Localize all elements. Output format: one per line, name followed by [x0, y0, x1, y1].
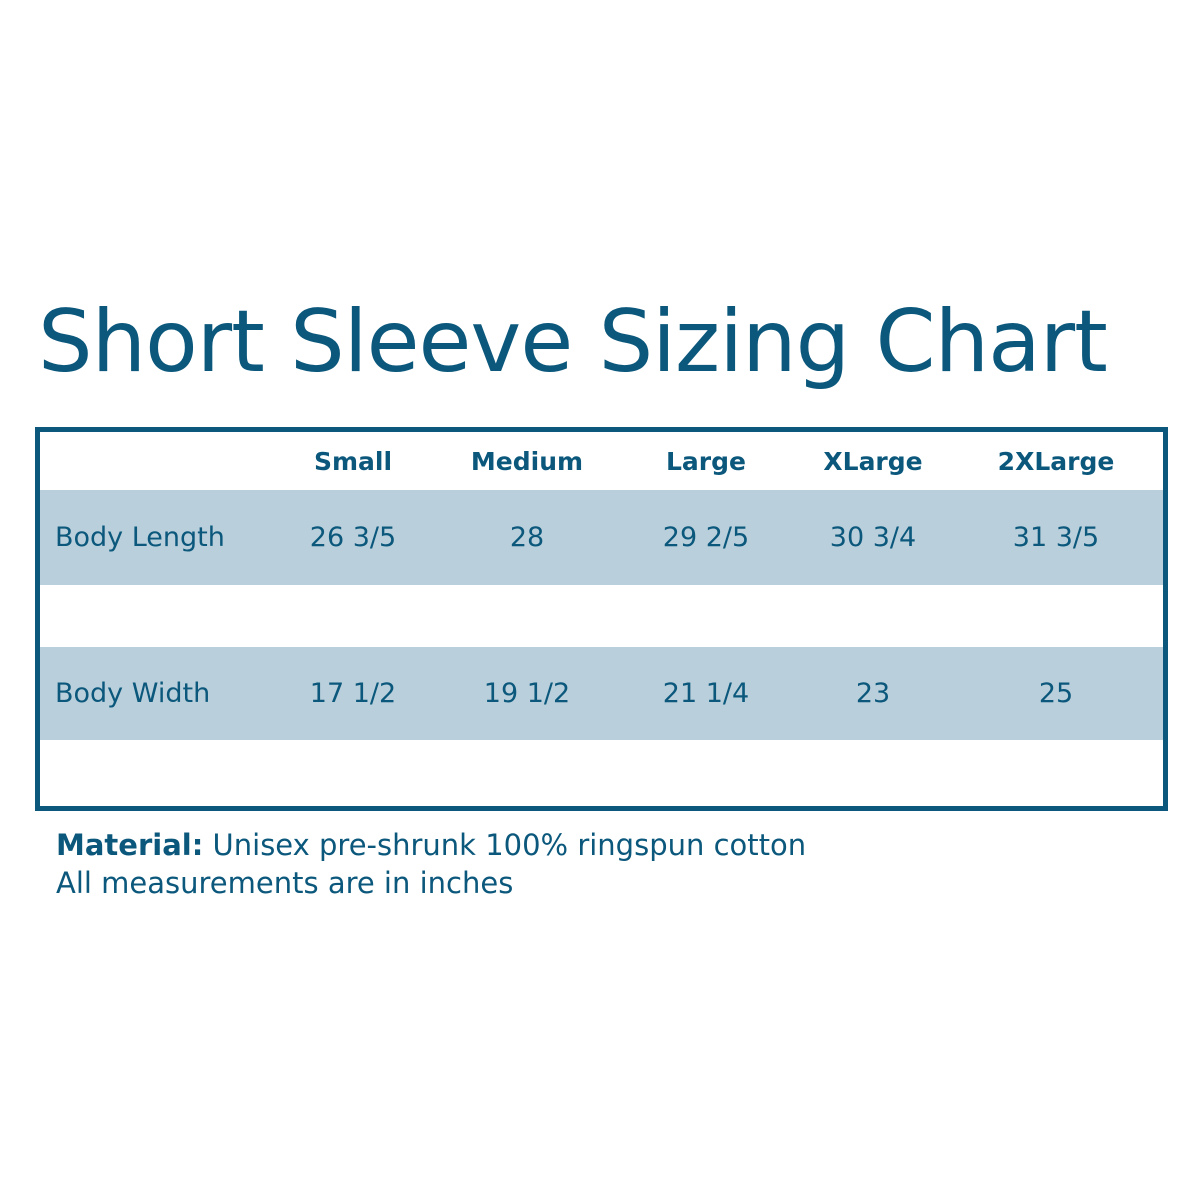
table-cell: 29 2/5	[662, 522, 750, 553]
column-header: XLarge	[823, 446, 923, 476]
table-cell: 19 1/2	[483, 678, 571, 709]
page-title: Short Sleeve Sizing Chart	[38, 292, 1108, 392]
column-header: Large	[666, 446, 746, 476]
sizing-table: Small Medium Large XLarge 2XLarge Body L…	[35, 427, 1168, 811]
column-header: 2XLarge	[997, 446, 1115, 476]
table-cell: 26 3/5	[309, 522, 397, 553]
column-header: Small	[313, 446, 393, 476]
table-cell: 21 1/4	[662, 678, 750, 709]
material-label: Material:	[56, 828, 204, 862]
row-label: Body Width	[55, 678, 211, 709]
row-label: Body Length	[55, 522, 225, 553]
units-note: All measurements are in inches	[56, 866, 514, 900]
notes: Material: Unisex pre-shrunk 100% ringspu…	[56, 826, 806, 902]
material-text: Unisex pre-shrunk 100% ringspun cotton	[203, 828, 807, 862]
table-cell: 17 1/2	[309, 678, 397, 709]
table-cell: 30 3/4	[829, 522, 917, 553]
material-note: Material: Unisex pre-shrunk 100% ringspu…	[56, 826, 806, 864]
table-row: Body Width 17 1/2 19 1/2 21 1/4 23 25	[40, 647, 1163, 740]
column-header: Medium	[470, 446, 584, 476]
header-row: Small Medium Large XLarge 2XLarge	[40, 432, 1163, 490]
table-cell: 25	[1038, 678, 1074, 709]
table-row: Body Length 26 3/5 28 29 2/5 30 3/4 31 3…	[40, 490, 1163, 585]
table-cell: 31 3/5	[1012, 522, 1100, 553]
table-cell: 28	[509, 522, 545, 553]
table-cell: 23	[855, 678, 891, 709]
